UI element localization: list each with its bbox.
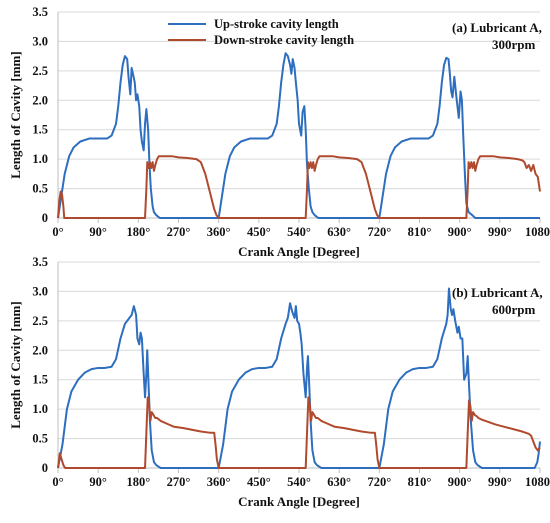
y-tick-label: 0.5 <box>32 182 48 196</box>
x-tick-label: 540° <box>287 475 311 489</box>
chart-annotation: 300rpm <box>492 37 536 52</box>
chart-panel-1: 0° 90° 180° 270° 360° 450° 540° 630° 720° 810° 900… <box>8 5 550 259</box>
x-tick-label: 720° <box>367 225 391 239</box>
x-tick-label: 1080° <box>525 475 550 489</box>
x-axis-title: Crank Angle [Degree] <box>238 494 360 509</box>
x-tick-label: 630° <box>327 225 351 239</box>
y-tick-label: 0 <box>42 461 48 475</box>
y-tick-label: 3.5 <box>32 255 48 269</box>
legend-label: Up-stroke cavity length <box>214 17 339 31</box>
x-tick-label: 990° <box>488 475 512 489</box>
x-tick-label: 630° <box>327 475 351 489</box>
x-tick-label: 90° <box>89 225 107 239</box>
y-tick-label: 1.5 <box>32 123 48 137</box>
x-tick-label: 1080° <box>525 225 550 239</box>
legend: Up-stroke cavity length Down-stroke cavit… <box>168 17 354 47</box>
series-line-up-stroke-cavity-length <box>57 287 541 469</box>
x-tick-label: 450° <box>247 225 271 239</box>
x-tick-label: 360° <box>207 475 231 489</box>
y-tick-label: 2.0 <box>32 343 48 357</box>
y-axis-title: Length of Cavity [mm] <box>8 51 23 178</box>
y-tick-label: 2.0 <box>32 93 48 107</box>
x-tick-label: 720° <box>367 475 391 489</box>
x-tick-label: 900° <box>448 225 472 239</box>
x-tick-label: 810° <box>408 225 432 239</box>
legend-label: Down-stroke cavity length <box>214 33 354 47</box>
x-tick-label: 180° <box>126 475 150 489</box>
y-tick-label: 2.5 <box>32 314 48 328</box>
y-tick-label: 2.5 <box>32 64 48 78</box>
y-tick-label: 0.5 <box>32 432 48 446</box>
y-axis-title: Length of Cavity [mm] <box>8 301 23 428</box>
x-tick-label: 360° <box>207 225 231 239</box>
series-line-down-stroke-cavity-length <box>57 155 541 219</box>
x-tick-label: 270° <box>167 475 191 489</box>
y-tick-label: 1.5 <box>32 373 48 387</box>
x-axis-title: Crank Angle [Degree] <box>238 244 360 259</box>
chart-annotation: (a) Lubricant A, <box>452 20 542 35</box>
x-tick-label: 900° <box>448 475 472 489</box>
y-tick-label: 1.0 <box>32 152 48 166</box>
chart-annotation: 600rpm <box>492 302 536 317</box>
x-tick-label: 90° <box>89 475 107 489</box>
x-tick-label: 270° <box>167 225 191 239</box>
y-tick-label: 3.0 <box>32 284 48 298</box>
x-tick-label: 0° <box>52 475 63 489</box>
chart-annotation: (b) Lubricant A, <box>452 285 543 300</box>
x-tick-label: 180° <box>126 225 150 239</box>
x-tick-label: 810° <box>408 475 432 489</box>
series-line-up-stroke-cavity-length <box>57 52 540 219</box>
y-tick-label: 1.0 <box>32 402 48 416</box>
y-tick-label: 3.5 <box>32 5 48 19</box>
y-tick-label: 0 <box>42 211 48 225</box>
y-tick-label: 3.0 <box>32 34 48 48</box>
x-tick-label: 0° <box>52 225 63 239</box>
x-tick-label: 990° <box>488 225 512 239</box>
x-tick-label: 540° <box>287 225 311 239</box>
series-line-down-stroke-cavity-length <box>57 396 541 469</box>
chart-panel-2: 0° 90° 180° 270° 360° 450° 540° 630° 720° 810° 900… <box>8 255 550 509</box>
x-tick-label: 450° <box>247 475 271 489</box>
